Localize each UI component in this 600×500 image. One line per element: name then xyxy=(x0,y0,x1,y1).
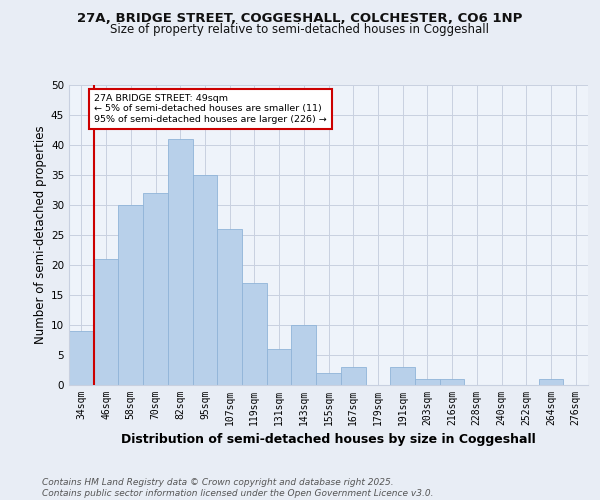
Bar xyxy=(217,229,242,385)
Text: Size of property relative to semi-detached houses in Coggeshall: Size of property relative to semi-detach… xyxy=(110,24,490,36)
X-axis label: Distribution of semi-detached houses by size in Coggeshall: Distribution of semi-detached houses by … xyxy=(121,434,536,446)
Bar xyxy=(69,331,94,385)
Bar xyxy=(193,175,217,385)
Bar xyxy=(267,349,292,385)
Text: Contains HM Land Registry data © Crown copyright and database right 2025.
Contai: Contains HM Land Registry data © Crown c… xyxy=(42,478,433,498)
Text: 27A BRIDGE STREET: 49sqm
← 5% of semi-detached houses are smaller (11)
95% of se: 27A BRIDGE STREET: 49sqm ← 5% of semi-de… xyxy=(94,94,327,124)
Y-axis label: Number of semi-detached properties: Number of semi-detached properties xyxy=(34,126,47,344)
Bar xyxy=(440,379,464,385)
Bar xyxy=(118,205,143,385)
Bar xyxy=(390,367,415,385)
Bar xyxy=(539,379,563,385)
Bar xyxy=(242,283,267,385)
Bar xyxy=(316,373,341,385)
Bar xyxy=(292,325,316,385)
Bar xyxy=(143,193,168,385)
Text: 27A, BRIDGE STREET, COGGESHALL, COLCHESTER, CO6 1NP: 27A, BRIDGE STREET, COGGESHALL, COLCHEST… xyxy=(77,12,523,26)
Bar xyxy=(341,367,365,385)
Bar xyxy=(415,379,440,385)
Bar xyxy=(94,259,118,385)
Bar xyxy=(168,139,193,385)
